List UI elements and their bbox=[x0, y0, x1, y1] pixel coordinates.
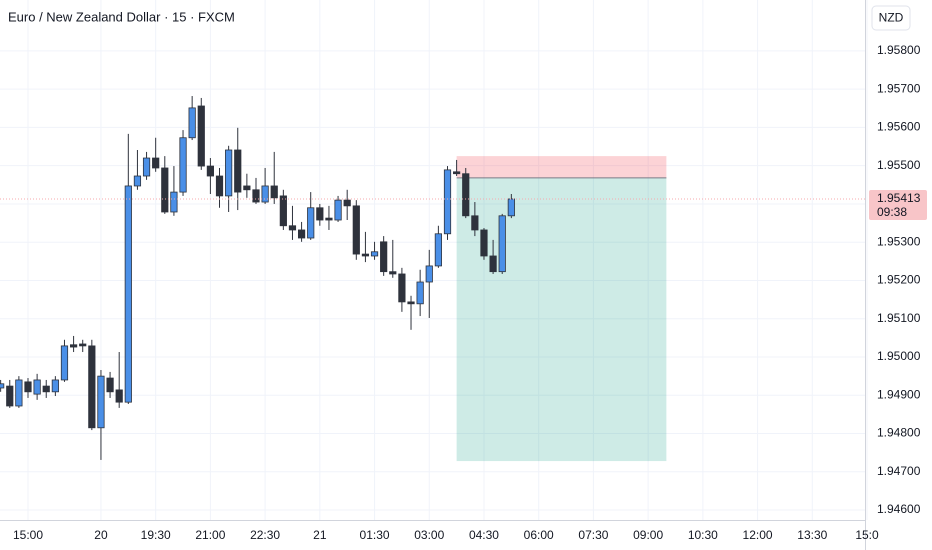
candle-body bbox=[15, 379, 23, 407]
candle-body bbox=[51, 379, 59, 393]
x-tick-label: 10:30 bbox=[688, 528, 718, 542]
candle-body bbox=[425, 265, 433, 283]
candle-body bbox=[270, 185, 278, 199]
y-tick-label: 1.95300 bbox=[877, 234, 921, 248]
candle-body bbox=[370, 251, 379, 257]
candle-body bbox=[106, 377, 114, 393]
y-tick-label: 1.95700 bbox=[877, 81, 921, 95]
candle-body bbox=[6, 385, 14, 407]
candle-body bbox=[343, 199, 351, 207]
candle-body bbox=[69, 344, 78, 348]
x-tick-label: 15:0 bbox=[855, 528, 879, 542]
candle-body bbox=[142, 157, 151, 177]
candle-body bbox=[225, 149, 233, 197]
candle-body bbox=[97, 375, 105, 429]
candle-body bbox=[453, 171, 461, 175]
grid bbox=[0, 0, 868, 520]
candle-body bbox=[0, 383, 5, 389]
candle-body bbox=[462, 173, 470, 217]
x-tick-label: 07:30 bbox=[578, 528, 608, 542]
candle-body bbox=[325, 217, 333, 221]
candle-body bbox=[489, 255, 497, 273]
candle-body bbox=[234, 149, 242, 193]
candle-body bbox=[215, 175, 224, 197]
last-price-box bbox=[869, 189, 927, 220]
y-tick-label: 1.94600 bbox=[877, 502, 921, 516]
y-tick-label: 1.94900 bbox=[877, 387, 921, 401]
axes: 1.958001.957001.956001.955001.954001.953… bbox=[0, 43, 927, 542]
x-tick-label: 06:00 bbox=[524, 528, 554, 542]
candle-body bbox=[389, 271, 397, 275]
candle-body bbox=[297, 229, 306, 239]
candle-body bbox=[398, 273, 406, 303]
candle-body bbox=[279, 195, 287, 227]
x-tick-label: 22:30 bbox=[250, 528, 280, 542]
candle-body bbox=[79, 343, 87, 347]
candle-body bbox=[316, 207, 324, 221]
x-tick-label: 03:00 bbox=[414, 528, 444, 542]
candle-body bbox=[88, 345, 96, 429]
candle-body bbox=[307, 207, 315, 239]
x-tick-label: 01:30 bbox=[360, 528, 390, 542]
x-tick-label: 21:00 bbox=[195, 528, 225, 542]
candle-body bbox=[161, 167, 169, 213]
candle-body bbox=[170, 191, 178, 213]
candle-body bbox=[243, 185, 251, 191]
candle-body bbox=[124, 185, 132, 403]
candle-body bbox=[115, 389, 123, 403]
candle-body bbox=[334, 199, 342, 221]
y-tick-label: 1.95200 bbox=[877, 273, 921, 287]
candle-body bbox=[24, 381, 32, 393]
candle-body bbox=[179, 137, 187, 193]
target-zone bbox=[456, 177, 667, 462]
x-tick-label: 04:30 bbox=[469, 528, 499, 542]
candle-body bbox=[361, 253, 370, 257]
candles bbox=[0, 96, 515, 460]
y-tick-label: 1.94700 bbox=[877, 464, 921, 478]
candle-body bbox=[33, 379, 41, 395]
candle-body bbox=[471, 215, 479, 231]
countdown-label: 09:38 bbox=[877, 205, 907, 219]
candle-body bbox=[407, 301, 415, 305]
x-tick-label: 12:00 bbox=[743, 528, 773, 542]
candle-body bbox=[352, 205, 360, 255]
candle-body bbox=[42, 385, 50, 393]
candle-body bbox=[60, 345, 69, 381]
chart-title: Euro / New Zealand Dollar · 15 · FXCM bbox=[8, 9, 235, 24]
candle-body bbox=[288, 225, 297, 231]
y-tick-label: 1.95100 bbox=[877, 311, 921, 325]
candle-body bbox=[261, 185, 269, 203]
candle-body bbox=[152, 157, 160, 169]
y-tick-label: 1.94800 bbox=[877, 426, 921, 440]
candle-body bbox=[498, 215, 506, 273]
candle-body bbox=[133, 175, 142, 187]
candle-body bbox=[380, 241, 388, 273]
x-tick-label: 19:30 bbox=[141, 528, 171, 542]
candle-body bbox=[206, 165, 214, 177]
candle-body bbox=[197, 105, 205, 167]
y-tick-label: 1.95500 bbox=[877, 158, 921, 172]
candle-body bbox=[252, 189, 260, 203]
last-price-label: 1.95413 bbox=[877, 191, 921, 205]
stop-zone bbox=[456, 156, 667, 178]
candle-body bbox=[507, 198, 515, 217]
candle-body bbox=[416, 281, 424, 305]
candle-body bbox=[188, 107, 196, 139]
position-tool bbox=[456, 156, 667, 462]
currency-label[interactable]: NZD bbox=[879, 11, 904, 25]
x-tick-label: 21 bbox=[313, 528, 327, 542]
x-tick-label: 09:00 bbox=[633, 528, 663, 542]
y-tick-label: 1.95000 bbox=[877, 349, 921, 363]
x-tick-label: 20 bbox=[94, 528, 108, 542]
candle-body bbox=[480, 229, 488, 257]
x-tick-label: 15:00 bbox=[13, 528, 43, 542]
y-tick-label: 1.95800 bbox=[877, 43, 921, 57]
candle-body bbox=[434, 233, 442, 267]
y-tick-label: 1.95600 bbox=[877, 120, 921, 134]
x-tick-label: 13:30 bbox=[797, 528, 827, 542]
currency-button[interactable] bbox=[871, 5, 911, 31]
candle-body bbox=[443, 169, 452, 235]
